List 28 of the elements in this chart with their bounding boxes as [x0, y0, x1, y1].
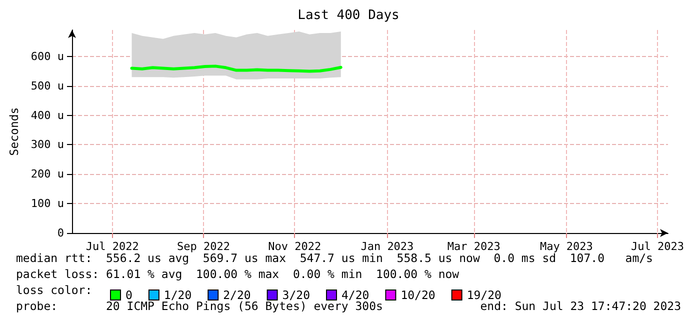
legend-label: 19/20	[466, 288, 502, 302]
x-tick-label: Mar 2023	[447, 240, 500, 253]
text: probe: 20 ICMP Echo Pings (56 Bytes) every 300s	[16, 299, 383, 313]
y-tick-label: 200 u	[30, 168, 64, 181]
x-tick-label: Jan 2023	[360, 240, 414, 253]
text: median rtt: 556.2 us avg 569.7 us max 547.7 us min 558.5 us now 0.0 ms sd 107.0 am/s	[16, 251, 653, 265]
x-tick-label: May 2023	[540, 240, 593, 253]
text: end: Sun Jul 23 17:47:20 2023	[480, 299, 682, 313]
legend-label: 3/20	[282, 288, 310, 302]
text: packet loss: 61.01 % avg 100.00 % max 0.00 % min 100.00 % now	[16, 267, 460, 281]
x-tick-label: Jul 2023	[631, 240, 684, 253]
y-tick-label: 600 u	[30, 50, 64, 63]
legend-label: 10/20	[400, 288, 436, 302]
legend-label: 0	[126, 288, 132, 302]
x-tick-label: Sep 2022	[176, 240, 230, 253]
legend-label: 1/20	[164, 288, 192, 302]
legend-title: loss color:	[16, 283, 92, 297]
y-tick-label: 300 u	[30, 138, 64, 152]
y-tick-label: 0	[57, 226, 64, 240]
y-tick-label: 500 u	[30, 79, 64, 92]
legend-label: 4/20	[342, 288, 370, 302]
x-tick-label: Nov 2022	[268, 240, 322, 253]
y-tick-label: 100 u	[30, 197, 64, 210]
chart-title: Last 400 Days	[298, 8, 400, 23]
x-tick-label: Jul 2022	[86, 240, 139, 253]
y-tick-label: 400 u	[30, 108, 64, 122]
y-axis-title: Seconds	[7, 107, 21, 156]
legend-label: 2/20	[223, 288, 251, 302]
